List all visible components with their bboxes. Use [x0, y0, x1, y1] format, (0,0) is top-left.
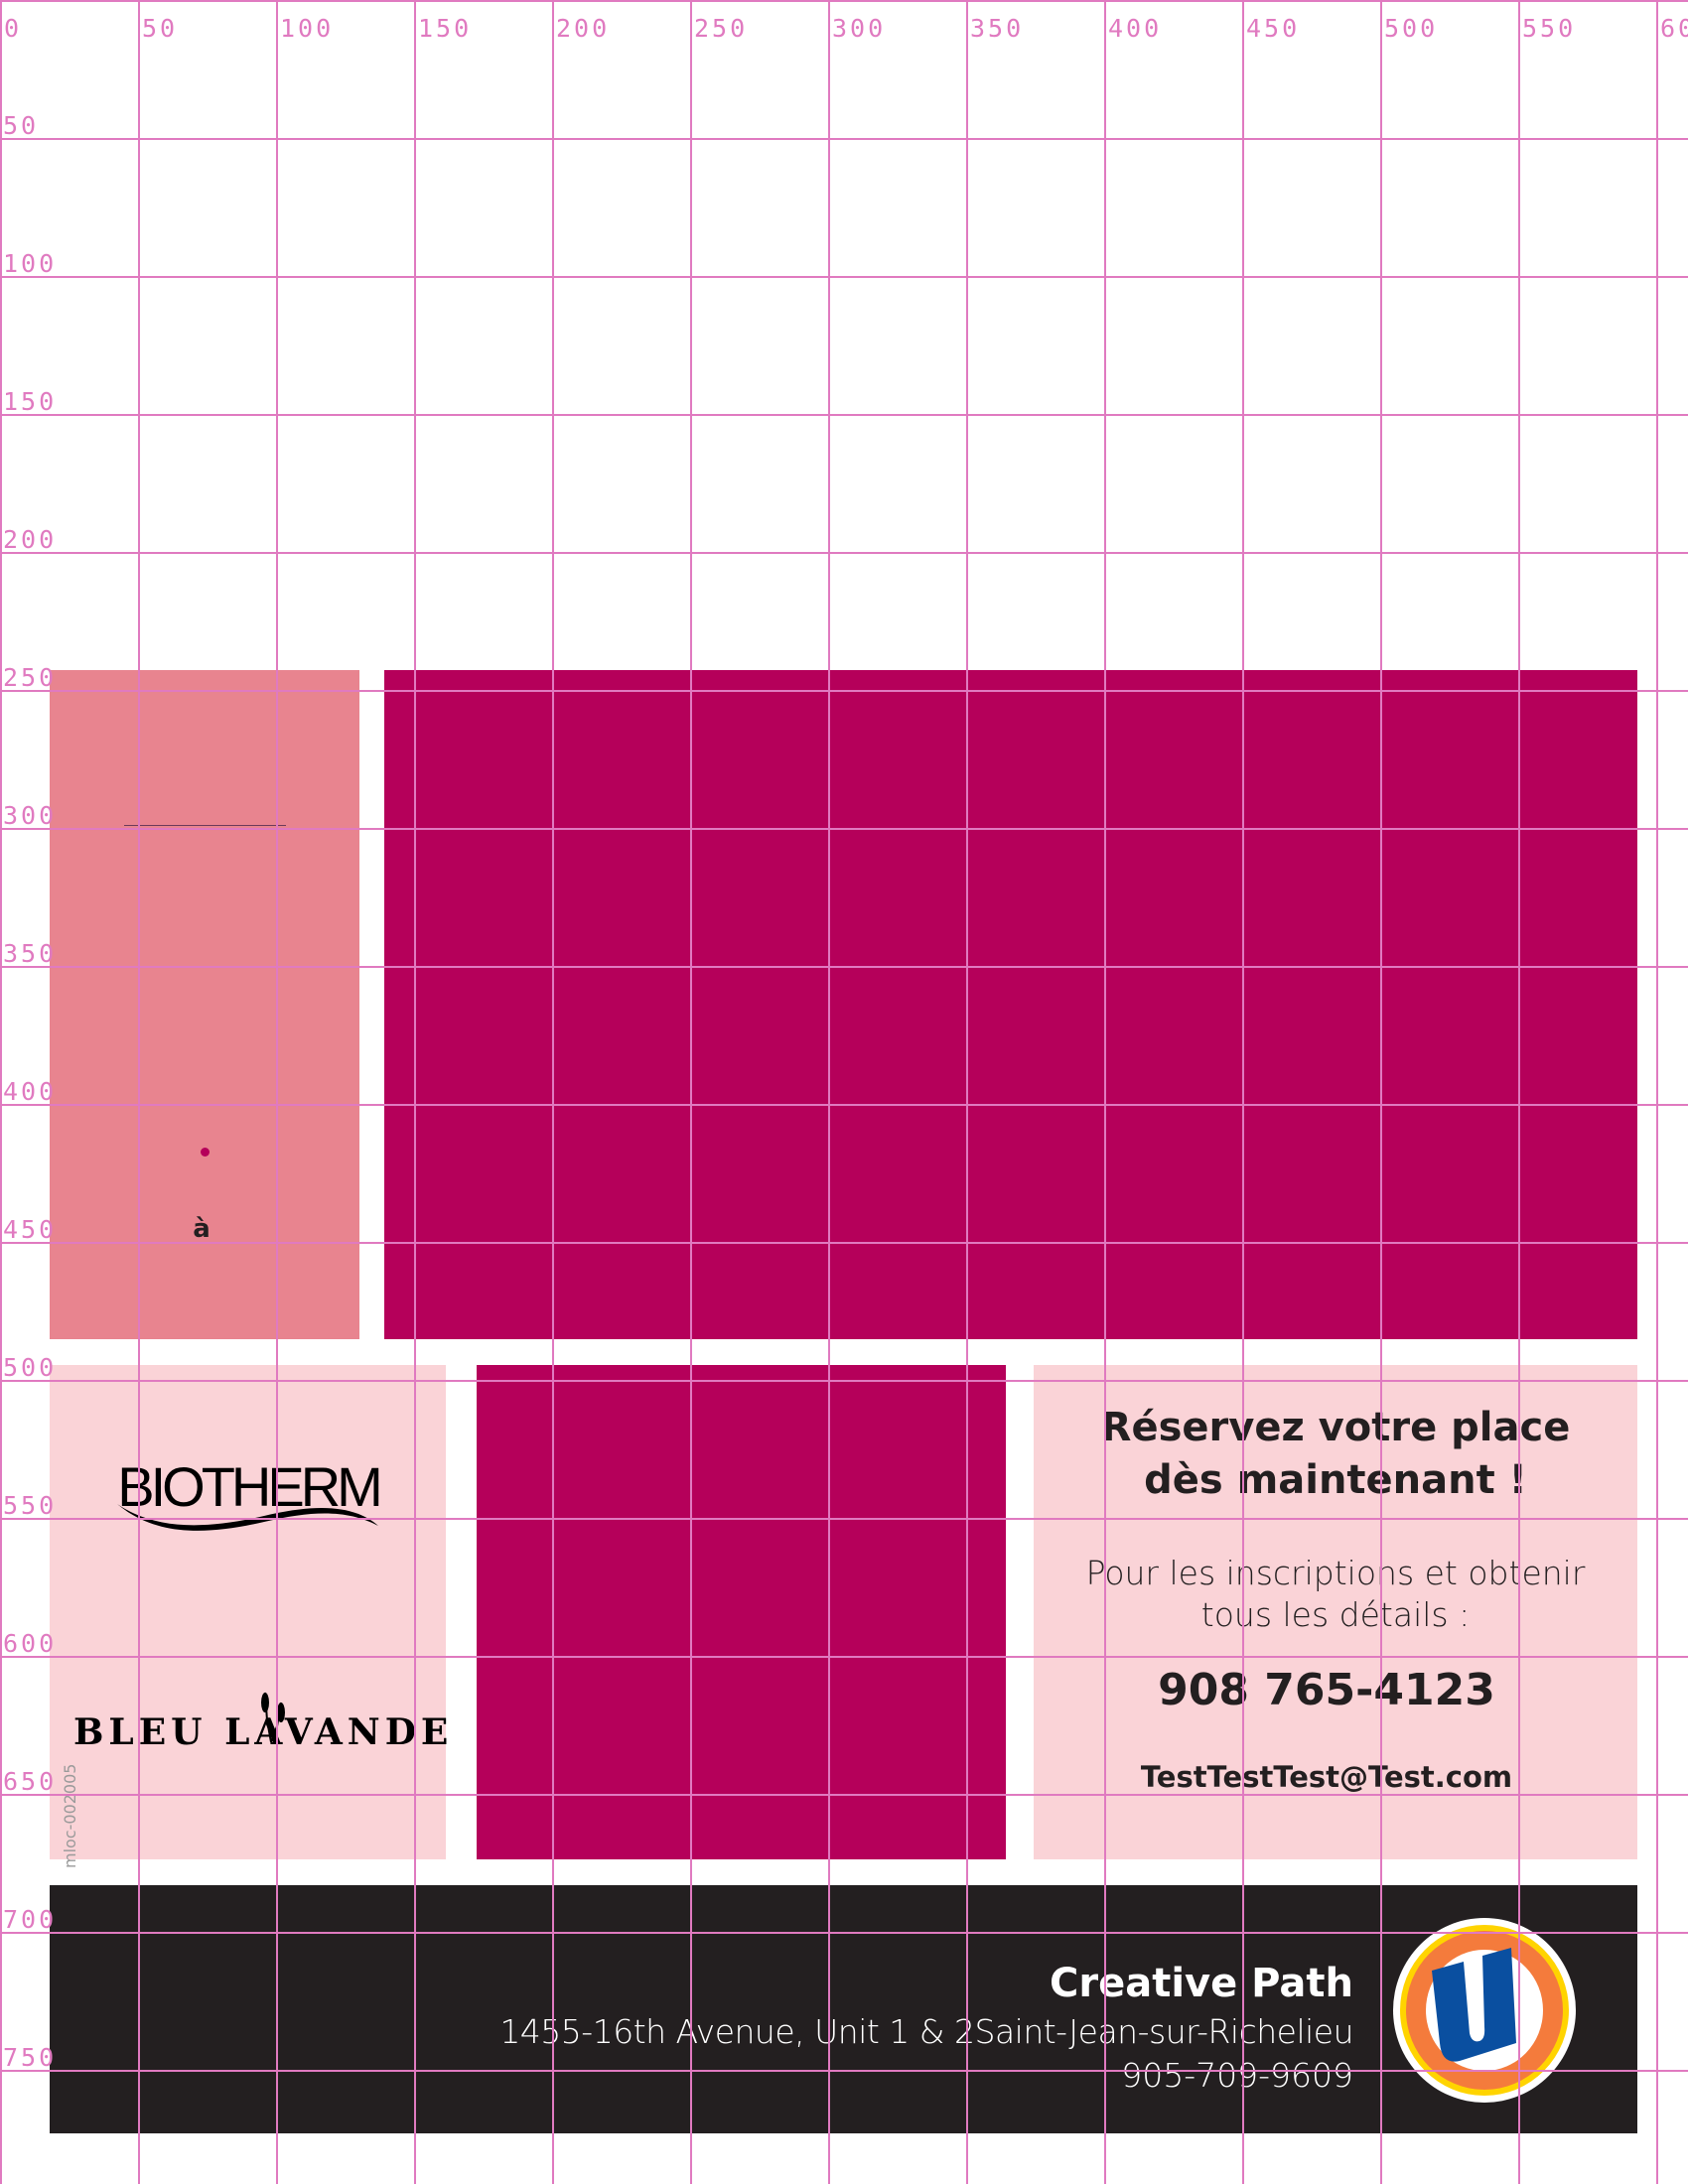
divider-line [124, 825, 286, 826]
middle-magenta-panel [477, 1365, 1006, 1859]
ruler-label-left: 650 [3, 1767, 58, 1796]
ruler-label-top: 150 [418, 14, 473, 43]
reserve-title-line1: Réservez votre place [1100, 1405, 1571, 1450]
info-line2: tous les détails : [1200, 1595, 1471, 1634]
ruler-label-top: 500 [1384, 14, 1439, 43]
ruler-label-top: 60 [1660, 14, 1688, 43]
hero-magenta-panel [384, 670, 1637, 1339]
ruler-label-left: 350 [3, 939, 58, 968]
biotherm-swoosh [117, 1504, 378, 1531]
ruler-label-left: 50 [3, 111, 40, 140]
ruler-label-left: 600 [3, 1629, 58, 1658]
reserve-panel: Réservez votre place dès maintenant ! Po… [1034, 1365, 1637, 1859]
accent-character: à [193, 1214, 211, 1244]
ruler-label-left: 400 [3, 1077, 58, 1106]
store-address: 1455-16th Avenue, Unit 1 & 2Saint-Jean-s… [499, 2012, 1353, 2051]
biotherm-logo: BIOTHERM [117, 1455, 383, 1518]
ruler-label-top: 350 [970, 14, 1025, 43]
ruler-label-top: 0 [4, 14, 23, 43]
bullet-dot [201, 1148, 210, 1157]
contact-phone[interactable]: 908 765-4123 [1158, 1665, 1495, 1715]
ruler-label-top: 200 [556, 14, 611, 43]
contact-email[interactable]: TestTestTest@Test.com [1140, 1760, 1513, 1794]
ruler-label-top: 300 [832, 14, 887, 43]
side-code: mloc-002005 [61, 1763, 79, 1868]
ruler-label-top: 450 [1246, 14, 1301, 43]
ruler-label-left: 700 [3, 1905, 58, 1934]
ruler-label-left: 100 [3, 249, 58, 278]
store-phone: 905-709-9609 [1121, 2056, 1353, 2095]
ruler-label-top: 250 [694, 14, 749, 43]
store-name: Creative Path [1050, 1961, 1353, 2006]
uniprix-u-logo-icon [1393, 1918, 1576, 2103]
ruler-label-left: 250 [3, 663, 58, 692]
ruler-label-left: 750 [3, 2043, 58, 2072]
ruler-label-left: 150 [3, 387, 58, 416]
ruler-label-left: 450 [3, 1215, 58, 1244]
brands-panel: BIOTHERM BLEU LAVANDE [50, 1365, 448, 1859]
ruler-label-top: 550 [1522, 14, 1577, 43]
left-rose-panel: à [50, 670, 359, 1339]
bleu-lavande-logo: BLEU LAVANDE [73, 1711, 454, 1753]
reserve-title-line2: dès maintenant ! [1144, 1457, 1527, 1503]
ruler-label-left: 550 [3, 1491, 58, 1520]
info-line1: Pour les inscriptions et obtenir [1085, 1554, 1586, 1592]
ruler-label-left: 300 [3, 801, 58, 830]
ruler-label-left: 200 [3, 525, 58, 554]
ruler-label-top: 100 [280, 14, 335, 43]
ruler-label-top: 50 [142, 14, 179, 43]
footer-bar: Creative Path 1455-16th Avenue, Unit 1 &… [50, 1885, 1637, 2133]
ruler-label-left: 500 [3, 1353, 58, 1382]
ruler-label-top: 400 [1108, 14, 1163, 43]
lavender-sprig-icon [261, 1692, 285, 1743]
